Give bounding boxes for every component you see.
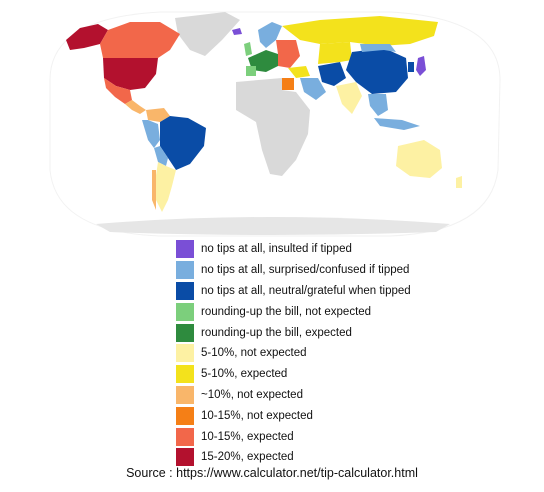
legend-item: 5-10%, not expected	[176, 343, 411, 364]
region-turkey	[288, 66, 310, 78]
region-mongolia	[360, 44, 396, 52]
legend-swatch	[176, 427, 194, 446]
region-argentina	[155, 162, 176, 212]
region-iberia	[246, 66, 256, 76]
legend-label: rounding-up the bill, not expected	[201, 305, 372, 318]
legend-label: no tips at all, surprised/confused if ti…	[201, 264, 410, 277]
legend-item: no tips at all, surprised/confused if ti…	[176, 260, 411, 281]
region-brazil	[160, 116, 206, 170]
legend-label: 10-15%, expected	[201, 430, 294, 443]
region-indonesia	[374, 118, 420, 130]
legend-item: 10-15%, expected	[176, 426, 411, 447]
legend-label: 5-10%, not expected	[201, 347, 307, 360]
region-korea	[408, 62, 414, 72]
source-caption: Source : https://www.calculator.net/tip-…	[126, 466, 418, 480]
region-canada	[100, 22, 180, 60]
region-mexico	[104, 78, 132, 104]
region-uk	[244, 42, 252, 56]
region-antarctica	[96, 217, 450, 235]
region-eastern-europe	[276, 40, 300, 68]
legend-swatch	[176, 365, 194, 384]
legend-swatch	[176, 261, 194, 280]
region-peru	[142, 120, 160, 148]
region-bolivia	[154, 146, 168, 166]
legend-swatch	[176, 385, 194, 404]
legend-swatch	[176, 344, 194, 363]
region-central-asia	[318, 42, 352, 64]
legend-item: no tips at all, insulted if tipped	[176, 239, 411, 260]
legend-label: ~10%, not expected	[201, 388, 303, 401]
region-venezuela	[146, 108, 170, 122]
legend-swatch	[176, 240, 194, 259]
region-usa	[103, 58, 158, 90]
region-alaska	[66, 24, 108, 50]
region-new-zealand	[456, 176, 462, 188]
region-egypt	[282, 78, 294, 90]
region-china	[346, 48, 408, 94]
region-scandinavia	[258, 22, 282, 48]
region-greenland	[175, 12, 240, 56]
legend-swatch	[176, 302, 194, 321]
legend-label: no tips at all, insulted if tipped	[201, 243, 352, 256]
region-middle-east	[300, 78, 326, 100]
region-india	[336, 82, 362, 114]
legend-label: 15-20%, expected	[201, 451, 294, 464]
legend-item: 5-10%, expected	[176, 364, 411, 385]
legend-swatch	[176, 406, 194, 425]
legend-item: no tips at all, neutral/grateful when ti…	[176, 281, 411, 302]
legend-label: no tips at all, neutral/grateful when ti…	[201, 284, 411, 297]
legend-item: rounding-up the bill, not expected	[176, 301, 411, 322]
legend-label: rounding-up the bill, expected	[201, 326, 352, 339]
region-russia	[282, 16, 438, 46]
legend-item: 10-15%, not expected	[176, 405, 411, 426]
region-africa	[236, 78, 310, 176]
legend-label: 5-10%, expected	[201, 368, 288, 381]
world-tipping-map	[49, 11, 501, 237]
region-southeast-asia	[368, 94, 388, 116]
legend-item: 15-20%, expected	[176, 447, 411, 468]
region-australia	[396, 140, 442, 178]
region-chile	[152, 170, 156, 210]
region-japan	[416, 56, 426, 76]
legend-label: 10-15%, not expected	[201, 409, 313, 422]
legend-swatch	[176, 323, 194, 342]
region-iceland	[232, 28, 242, 35]
legend-item: ~10%, not expected	[176, 385, 411, 406]
region-central-america	[125, 100, 146, 114]
legend-swatch	[176, 448, 194, 467]
legend: no tips at all, insulted if tipped no tip…	[176, 239, 411, 468]
legend-item: rounding-up the bill, expected	[176, 322, 411, 343]
legend-swatch	[176, 281, 194, 300]
region-iran	[318, 62, 346, 86]
